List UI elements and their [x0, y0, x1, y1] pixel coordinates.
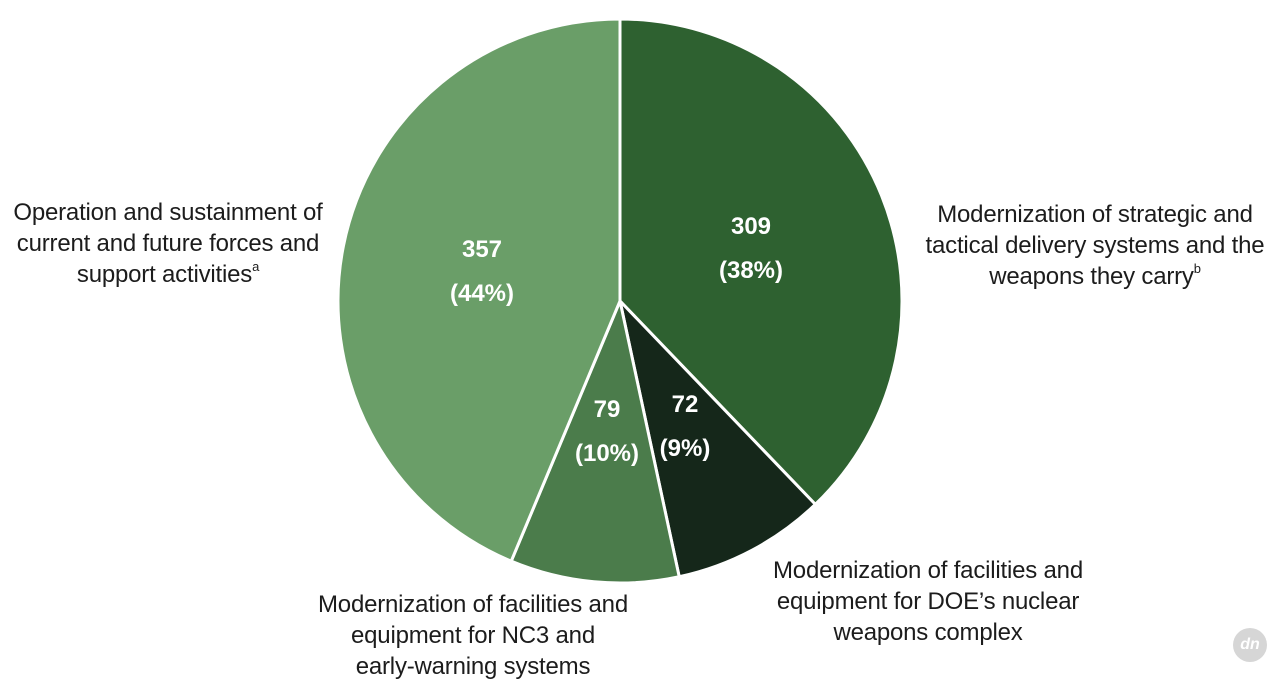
- slice-category-label-4: Operation and sustainment of current and …: [0, 197, 338, 290]
- slice-value-label: 79: [594, 396, 621, 423]
- label-line: tactical delivery systems and the: [925, 232, 1265, 259]
- slice-percent-label: (38%): [719, 257, 783, 284]
- slice-percent-label: (9%): [660, 435, 711, 462]
- label-line: Operation and sustainment of: [13, 199, 323, 226]
- slice-value-label: 309: [731, 213, 771, 240]
- pie-slice-4: [336, 17, 622, 563]
- slice-category-label-3: Modernization of facilities and equipment…: [283, 589, 663, 682]
- slice-percent-label: (44%): [450, 280, 514, 307]
- label-line: Modernization of facilities and: [318, 591, 628, 618]
- label-line: Modernization of facilities and: [773, 557, 1083, 584]
- footnote-marker: b: [1193, 261, 1201, 276]
- label-line: equipment for DOE’s nuclear: [776, 588, 1080, 615]
- slice-category-label-1: Modernization of strategic and tactical d…: [905, 199, 1280, 292]
- label-line: current and future forces and: [16, 230, 320, 257]
- label-line: support activitiesa: [76, 259, 260, 288]
- slice-value-label: 357: [462, 236, 502, 263]
- pie-slice-3: [509, 299, 681, 585]
- pie-slice-2: [618, 299, 817, 579]
- label-line: early-warning systems: [355, 653, 591, 680]
- footnote-marker: a: [252, 259, 260, 274]
- label-line: weapons complex: [833, 619, 1023, 646]
- label-line: equipment for NC3 and: [351, 622, 595, 649]
- watermark-logo-icon: dn: [1233, 628, 1267, 662]
- slice-percent-label: (10%): [575, 440, 639, 467]
- slice-value-label: 72: [672, 391, 699, 418]
- label-line: weapons they carryb: [989, 261, 1201, 290]
- pie-slice-1: [618, 17, 904, 506]
- slice-category-label-2: Modernization of facilities and equipment…: [738, 555, 1118, 648]
- label-line: Modernization of strategic and: [937, 201, 1253, 228]
